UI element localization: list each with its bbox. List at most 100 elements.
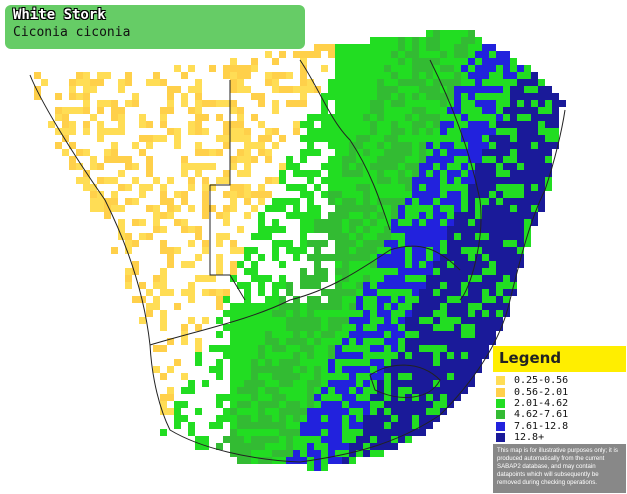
- map-cell: [377, 443, 384, 450]
- map-cell: [62, 128, 69, 135]
- map-cell: [391, 65, 398, 72]
- map-cell: [265, 233, 272, 240]
- map-cell: [307, 359, 314, 366]
- map-cell: [426, 331, 433, 338]
- map-cell: [482, 44, 489, 51]
- map-cell: [356, 373, 363, 380]
- map-cell: [426, 268, 433, 275]
- map-cell: [349, 65, 356, 72]
- map-cell: [293, 415, 300, 422]
- map-cell: [279, 345, 286, 352]
- map-cell: [503, 198, 510, 205]
- map-cell: [517, 219, 524, 226]
- map-cell: [440, 142, 447, 149]
- map-cell: [314, 114, 321, 121]
- map-cell: [391, 296, 398, 303]
- map-cell: [251, 205, 258, 212]
- map-cell: [293, 345, 300, 352]
- map-cell: [230, 394, 237, 401]
- map-cell: [440, 51, 447, 58]
- map-cell: [433, 310, 440, 317]
- map-cell: [363, 394, 370, 401]
- map-cell: [433, 44, 440, 51]
- map-cell: [237, 401, 244, 408]
- map-cell: [349, 170, 356, 177]
- map-cell: [223, 191, 230, 198]
- map-cell: [489, 177, 496, 184]
- map-cell: [62, 121, 69, 128]
- map-cell: [482, 212, 489, 219]
- map-cell: [363, 408, 370, 415]
- map-cell: [237, 436, 244, 443]
- map-cell: [356, 296, 363, 303]
- legend-label: 0.56-2.01: [514, 386, 569, 398]
- map-cell: [181, 373, 188, 380]
- map-cell: [139, 233, 146, 240]
- map-cell: [503, 163, 510, 170]
- map-cell: [433, 191, 440, 198]
- map-cell: [167, 261, 174, 268]
- map-cell: [265, 296, 272, 303]
- map-cell: [251, 380, 258, 387]
- map-cell: [419, 100, 426, 107]
- map-cell: [370, 289, 377, 296]
- map-cell: [454, 373, 461, 380]
- map-cell: [118, 128, 125, 135]
- map-cell: [230, 422, 237, 429]
- map-cell: [251, 408, 258, 415]
- map-cell: [265, 324, 272, 331]
- map-cell: [321, 324, 328, 331]
- map-cell: [524, 219, 531, 226]
- map-cell: [468, 107, 475, 114]
- map-cell: [237, 450, 244, 457]
- map-cell: [244, 72, 251, 79]
- map-cell: [370, 331, 377, 338]
- map-cell: [405, 198, 412, 205]
- map-cell: [440, 184, 447, 191]
- map-cell: [482, 296, 489, 303]
- map-cell: [482, 93, 489, 100]
- map-cell: [517, 65, 524, 72]
- map-cell: [111, 156, 118, 163]
- map-cell: [83, 79, 90, 86]
- map-cell: [412, 324, 419, 331]
- map-cell: [405, 359, 412, 366]
- map-cell: [461, 86, 468, 93]
- map-cell: [335, 135, 342, 142]
- map-cell: [391, 198, 398, 205]
- map-cell: [314, 219, 321, 226]
- map-cell: [447, 352, 454, 359]
- map-cell: [440, 254, 447, 261]
- map-cell: [468, 219, 475, 226]
- map-cell: [356, 352, 363, 359]
- map-cell: [440, 128, 447, 135]
- map-cell: [475, 352, 482, 359]
- legend-item: 12.8+: [496, 432, 626, 443]
- map-cell: [447, 135, 454, 142]
- map-cell: [132, 198, 139, 205]
- map-cell: [412, 310, 419, 317]
- map-cell: [510, 135, 517, 142]
- map-cell: [517, 121, 524, 128]
- map-cell: [293, 380, 300, 387]
- map-cell: [524, 128, 531, 135]
- map-cell: [328, 219, 335, 226]
- map-cell: [181, 198, 188, 205]
- map-cell: [412, 254, 419, 261]
- map-cell: [391, 275, 398, 282]
- map-cell: [475, 170, 482, 177]
- map-cell: [468, 268, 475, 275]
- map-cell: [468, 289, 475, 296]
- map-cell: [475, 296, 482, 303]
- map-cell: [447, 261, 454, 268]
- map-cell: [384, 37, 391, 44]
- map-cell: [321, 114, 328, 121]
- map-cell: [440, 268, 447, 275]
- map-cell: [433, 86, 440, 93]
- map-cell: [97, 128, 104, 135]
- map-cell: [41, 79, 48, 86]
- map-cell: [230, 373, 237, 380]
- map-cell: [328, 114, 335, 121]
- map-cell: [454, 247, 461, 254]
- map-cell: [412, 135, 419, 142]
